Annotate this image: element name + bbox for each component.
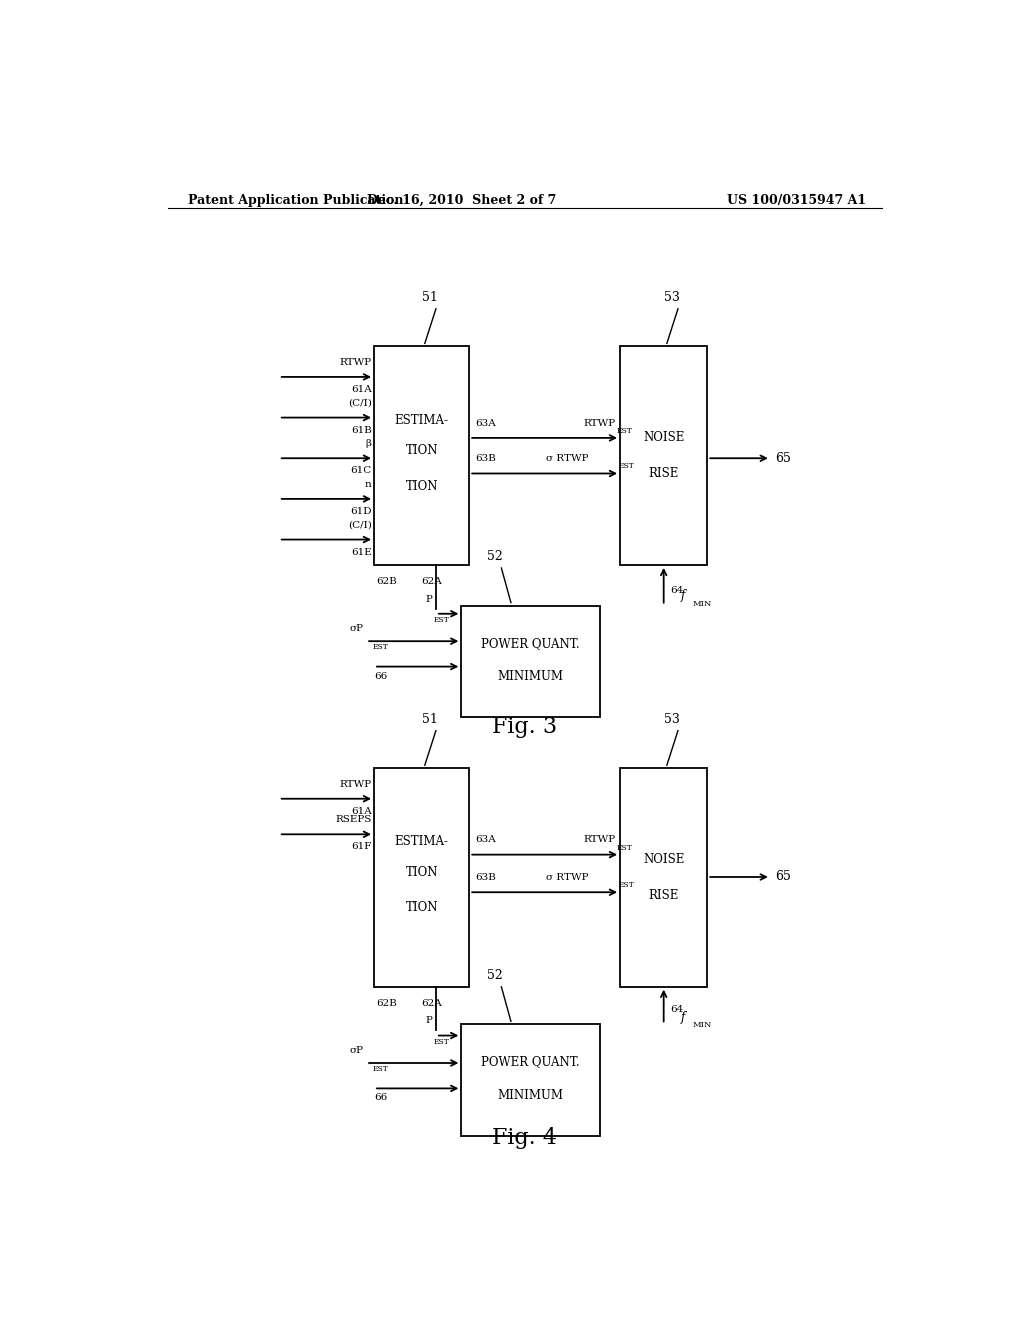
Text: EST: EST (618, 882, 634, 890)
Text: 63B: 63B (475, 873, 497, 882)
Text: 66: 66 (374, 1093, 387, 1102)
Bar (620, 768, 708, 987)
Text: 66: 66 (374, 672, 387, 681)
Text: RTWP: RTWP (584, 836, 616, 845)
Text: f: f (681, 1011, 685, 1024)
Text: MIN: MIN (692, 599, 712, 607)
Text: (C/I): (C/I) (348, 399, 372, 408)
Text: P: P (426, 1016, 433, 1026)
Text: ESTIMA-: ESTIMA- (394, 836, 449, 849)
Text: EST: EST (373, 643, 388, 651)
Text: RSEPS: RSEPS (335, 816, 372, 824)
Text: 51: 51 (422, 290, 437, 304)
Text: RISE: RISE (648, 467, 679, 480)
Text: Fig. 3: Fig. 3 (493, 715, 557, 738)
Text: MIN: MIN (692, 1022, 712, 1030)
Text: β: β (366, 440, 372, 447)
Text: 61F: 61F (351, 842, 372, 851)
Text: EST: EST (618, 462, 634, 470)
Text: ESTIMA-: ESTIMA- (394, 413, 449, 426)
Text: 61B: 61B (351, 426, 372, 434)
Text: NOISE: NOISE (643, 430, 684, 444)
Text: 52: 52 (487, 550, 503, 562)
Text: EST: EST (373, 1065, 388, 1073)
Bar (374, 346, 469, 565)
Text: EST: EST (616, 843, 633, 851)
Text: TION: TION (406, 444, 438, 457)
Text: 61E: 61E (351, 548, 372, 557)
Text: P: P (426, 594, 433, 603)
Text: EST: EST (433, 616, 450, 624)
Text: RTWP: RTWP (340, 358, 372, 367)
Text: EST: EST (433, 1038, 450, 1045)
Text: POWER QUANT.: POWER QUANT. (481, 1056, 580, 1068)
Text: f: f (681, 589, 685, 602)
Text: 65: 65 (775, 870, 792, 883)
Text: 63B: 63B (475, 454, 497, 463)
Bar (461, 1024, 600, 1137)
Text: RTWP: RTWP (584, 418, 616, 428)
Text: MINIMUM: MINIMUM (498, 1089, 564, 1102)
Text: σP: σP (350, 624, 364, 634)
Text: 53: 53 (664, 290, 680, 304)
Text: Patent Application Publication: Patent Application Publication (187, 194, 403, 207)
Text: NOISE: NOISE (643, 853, 684, 866)
Text: 62B: 62B (377, 577, 397, 586)
Text: 62A: 62A (422, 999, 442, 1008)
Text: TION: TION (406, 479, 438, 492)
Text: MINIMUM: MINIMUM (498, 671, 564, 684)
Bar (620, 346, 708, 565)
Text: 63A: 63A (475, 836, 497, 845)
Text: POWER QUANT.: POWER QUANT. (481, 636, 580, 649)
Text: Fig. 4: Fig. 4 (493, 1127, 557, 1150)
Text: EST: EST (616, 426, 633, 434)
Bar (374, 768, 469, 987)
Text: 61A: 61A (351, 807, 372, 816)
Text: TION: TION (406, 866, 438, 879)
Text: σ RTWP: σ RTWP (546, 873, 588, 882)
Text: 53: 53 (664, 713, 680, 726)
Text: 61A: 61A (351, 385, 372, 395)
Bar (461, 606, 600, 718)
Text: 61C: 61C (350, 466, 372, 475)
Text: 62B: 62B (377, 999, 397, 1008)
Text: 63A: 63A (475, 418, 497, 428)
Text: 51: 51 (422, 713, 437, 726)
Text: 62A: 62A (422, 577, 442, 586)
Text: RTWP: RTWP (340, 780, 372, 788)
Text: n: n (365, 479, 372, 488)
Text: 52: 52 (487, 969, 503, 982)
Text: US 100/0315947 A1: US 100/0315947 A1 (727, 194, 866, 207)
Text: (C/I): (C/I) (348, 520, 372, 529)
Text: RISE: RISE (648, 890, 679, 903)
Text: 65: 65 (775, 451, 792, 465)
Text: 64: 64 (670, 586, 683, 595)
Text: 64: 64 (670, 1006, 683, 1014)
Text: σP: σP (350, 1045, 364, 1055)
Text: 61D: 61D (350, 507, 372, 516)
Text: σ RTWP: σ RTWP (546, 454, 588, 463)
Text: TION: TION (406, 902, 438, 915)
Text: Dec. 16, 2010  Sheet 2 of 7: Dec. 16, 2010 Sheet 2 of 7 (367, 194, 556, 207)
